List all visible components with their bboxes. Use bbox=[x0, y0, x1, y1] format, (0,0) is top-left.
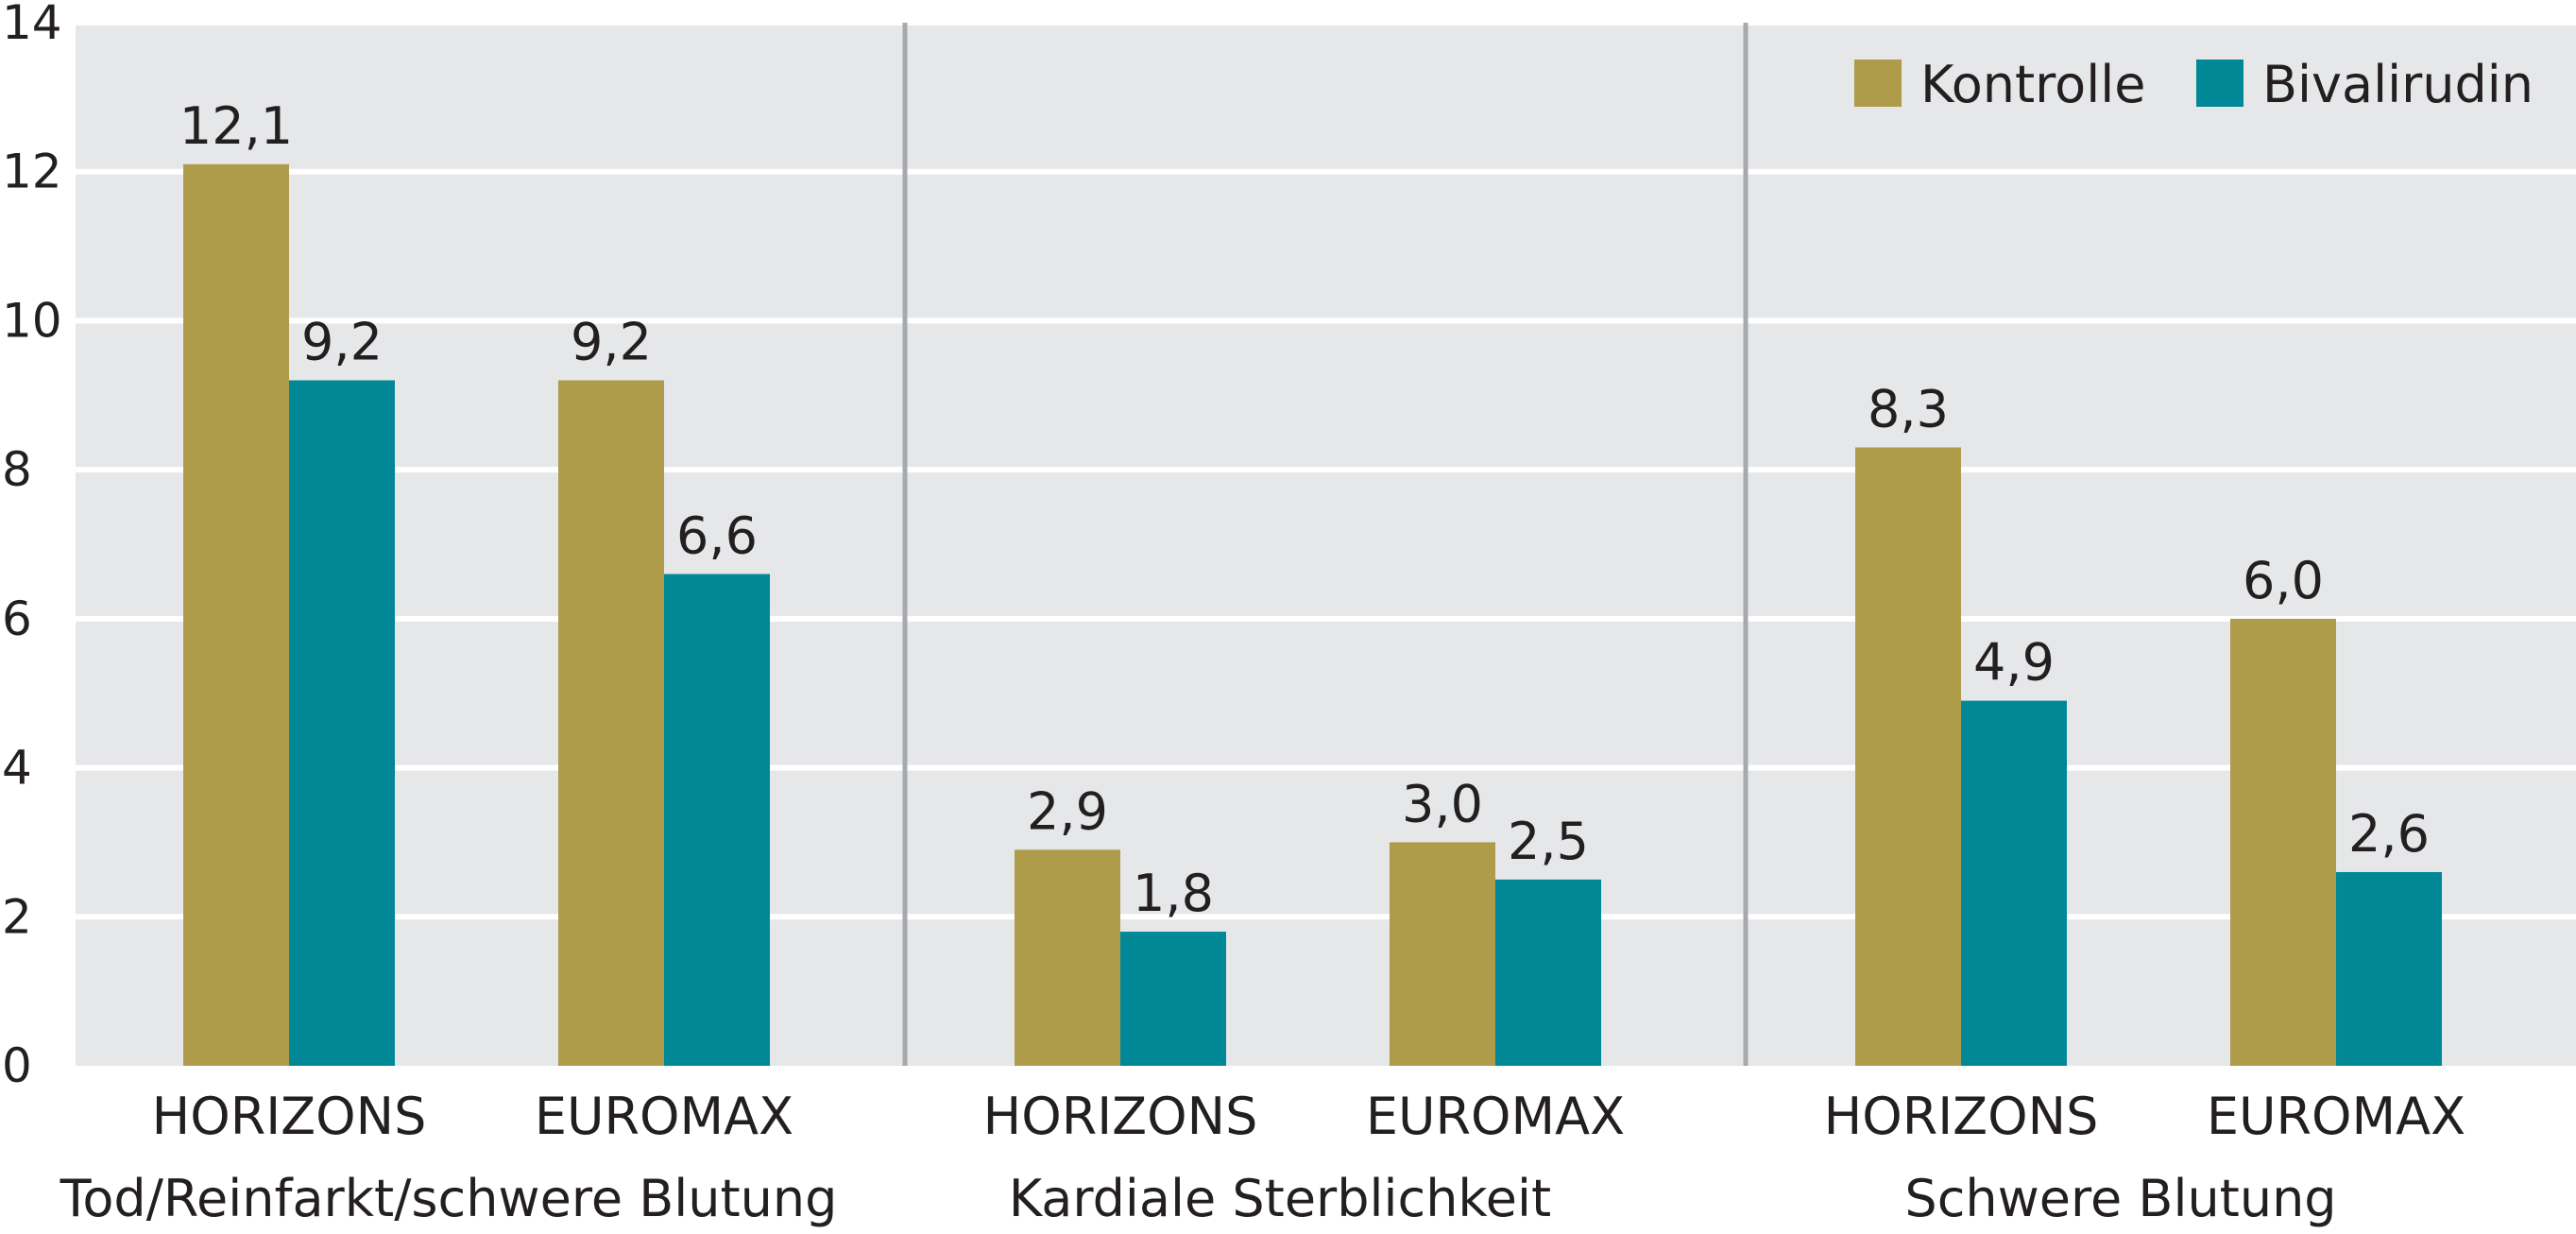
data-label: 2,5 bbox=[1508, 812, 1589, 871]
bar-bivalirudin bbox=[1120, 932, 1226, 1066]
bar-bivalirudin bbox=[1961, 700, 2067, 1066]
bar-kontrolle bbox=[1855, 447, 1961, 1066]
group-labels: Tod/Reinfarkt/schwere Blutung Kardiale St… bbox=[60, 1169, 2337, 1228]
bar-kontrolle bbox=[558, 380, 664, 1066]
data-label: 6,6 bbox=[676, 506, 758, 566]
data-label: 2,9 bbox=[1027, 781, 1108, 841]
legend-label: Kontrolle bbox=[1920, 55, 2145, 114]
data-label: 9,2 bbox=[301, 313, 383, 372]
group-separators bbox=[902, 23, 1749, 1066]
bars bbox=[183, 163, 2442, 1067]
y-tick-label: 10 bbox=[2, 293, 62, 348]
bar-bivalirudin bbox=[664, 574, 770, 1066]
legend-swatch-bivalirudin bbox=[2196, 60, 2243, 107]
plot-background bbox=[76, 23, 2576, 1066]
bar-bivalirudin bbox=[1495, 879, 1601, 1066]
y-tick-label: 14 bbox=[2, 0, 62, 50]
data-label: 8,3 bbox=[1868, 379, 1949, 438]
y-tick-label: 8 bbox=[2, 442, 32, 497]
group-label: Tod/Reinfarkt/schwere Blutung bbox=[60, 1169, 838, 1228]
bar-kontrolle bbox=[1390, 842, 1495, 1066]
data-label: 4,9 bbox=[1973, 633, 2055, 693]
category-label: EUROMAX bbox=[1366, 1087, 1625, 1146]
bar-kontrolle bbox=[1015, 849, 1120, 1066]
legend: Kontrolle Bivalirudin bbox=[1854, 55, 2533, 114]
bar-bivalirudin bbox=[289, 380, 395, 1066]
data-label: 2,6 bbox=[2348, 804, 2430, 864]
category-label: HORIZONS bbox=[1824, 1087, 2099, 1146]
y-tick-label: 4 bbox=[2, 741, 32, 796]
y-tick-label: 6 bbox=[2, 591, 32, 646]
y-axis-ticks: 0 2 4 6 8 10 12 14 bbox=[2, 0, 62, 1093]
legend-swatch-kontrolle bbox=[1854, 60, 1902, 107]
grid-lines bbox=[76, 20, 2576, 920]
group-label: Schwere Blutung bbox=[1904, 1169, 2336, 1228]
data-label: 12,1 bbox=[179, 96, 293, 156]
data-label: 3,0 bbox=[1402, 774, 1483, 833]
y-tick-label: 12 bbox=[2, 145, 62, 199]
bar-kontrolle bbox=[183, 163, 289, 1067]
value-labels: 12,1 9,2 9,2 6,6 2,9 1,8 3,0 2,5 8,3 4,9 6,0 2,6 bbox=[179, 96, 2430, 923]
bar-kontrolle bbox=[2230, 618, 2336, 1066]
legend-label: Bivalirudin bbox=[2262, 55, 2533, 114]
y-tick-label: 2 bbox=[2, 889, 32, 944]
data-label: 6,0 bbox=[2243, 551, 2324, 610]
data-label: 9,2 bbox=[571, 313, 652, 372]
bar-bivalirudin bbox=[2336, 871, 2442, 1066]
y-tick-label: 0 bbox=[2, 1038, 32, 1093]
category-labels: HORIZONS EUROMAX HORIZONS EUROMAX HORIZONS EU… bbox=[152, 1087, 2465, 1146]
category-label: HORIZONS bbox=[983, 1087, 1258, 1146]
category-label: HORIZONS bbox=[152, 1087, 427, 1146]
data-label: 1,8 bbox=[1133, 864, 1214, 923]
category-label: EUROMAX bbox=[2207, 1087, 2465, 1146]
group-label: Kardiale Sterblichkeit bbox=[1009, 1169, 1551, 1228]
category-label: EUROMAX bbox=[535, 1087, 793, 1146]
